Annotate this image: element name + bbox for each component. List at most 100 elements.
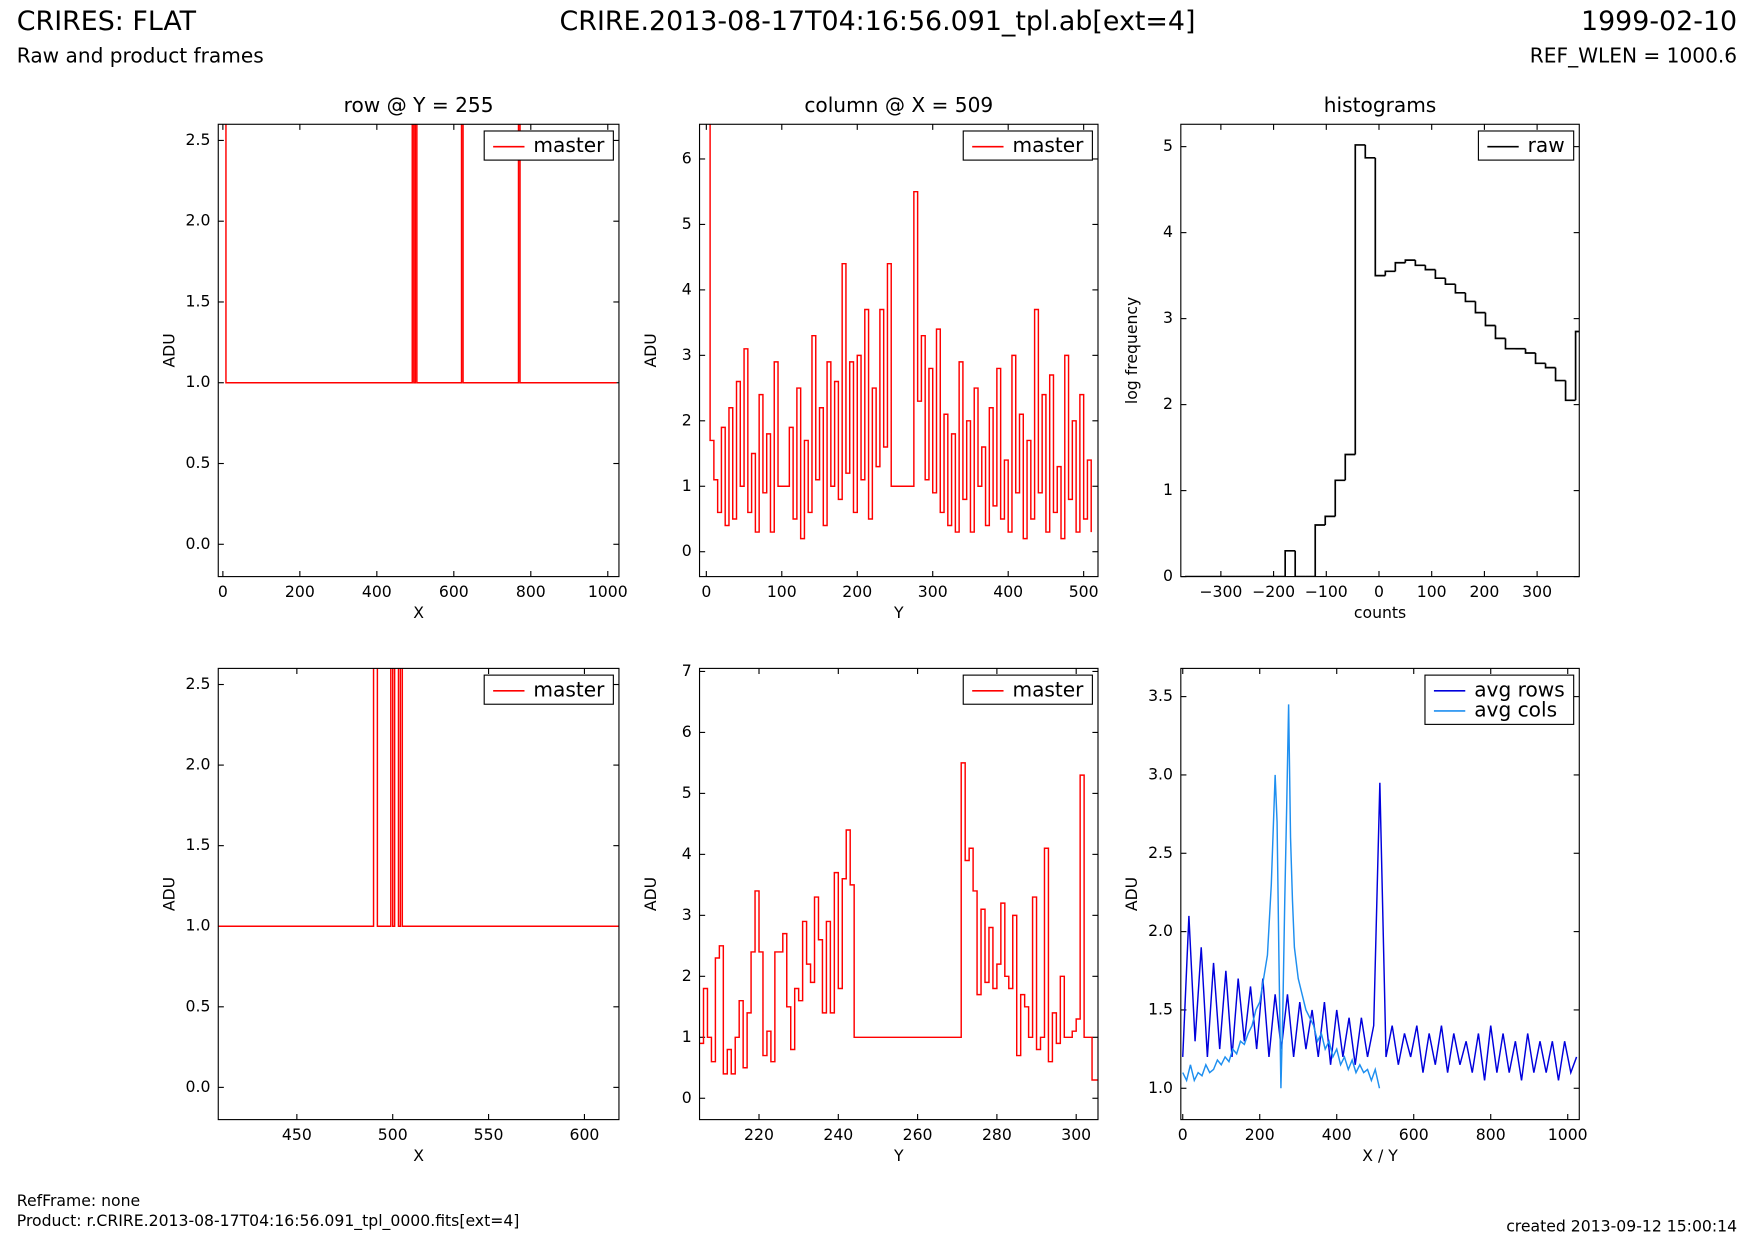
histogram-bin (1494, 325, 1506, 340)
histogram-bin (1394, 261, 1406, 272)
y-tick-label: 0.0 (186, 534, 211, 553)
y-axis-label: ADU (160, 333, 179, 367)
y-tick-label: 0.5 (186, 453, 211, 472)
histogram-bin (1384, 270, 1396, 276)
panel: Y ADU 220 240 260 280 300 0 1 2 3 4 5 6 7 master (641, 661, 1099, 1165)
panel: X / Y ADU 0 200 400 600 800 1000 1.0 1.5 2.0 2.5 3.0… (1122, 667, 1588, 1165)
y-tick-label: 7 (682, 661, 692, 680)
x-tick-label: 0 (701, 582, 711, 601)
panel: row @ Y = 255 X ADU 0 200 400 600 800 1000 0.0 0.5… (160, 93, 628, 622)
y-tick-label: 0 (1163, 566, 1173, 585)
y-tick-label: 3 (1163, 308, 1173, 327)
histogram-bin (1364, 144, 1376, 159)
panel-title: column @ X = 509 (804, 93, 993, 117)
plot-area (1182, 704, 1578, 1089)
x-tick-label: −200 (1252, 582, 1295, 601)
histogram-bin (1314, 524, 1326, 577)
series-line (1182, 782, 1578, 1081)
plot-area (225, 124, 617, 384)
y-tick-label: 2 (1163, 394, 1173, 413)
histogram-bin (1444, 278, 1456, 286)
histogram-bin (1504, 338, 1516, 350)
y-tick-label: 2 (682, 966, 692, 985)
y-axis-label: ADU (160, 877, 179, 911)
legend: raw (1477, 130, 1575, 161)
series-line (225, 124, 617, 384)
y-tick-label: 0.0 (186, 1077, 211, 1096)
y-tick-label: 3 (682, 905, 692, 924)
y-tick-label: 2.0 (1148, 921, 1173, 940)
y-tick-label: 2.5 (186, 130, 211, 149)
x-tick-label: 200 (285, 582, 315, 601)
axes-frame (698, 667, 1099, 1121)
histogram-bin (1324, 515, 1336, 526)
plot-area (1185, 144, 1580, 577)
y-tick-label: 2.0 (186, 755, 211, 774)
panel: column @ X = 509 Y ADU 0 100 200 300 400 500 0 1 2 3… (641, 93, 1099, 622)
plot-area (699, 762, 1098, 1081)
x-tick-label: 220 (744, 1125, 774, 1144)
y-tick-label: 5 (682, 783, 692, 802)
x-tick-label: 600 (569, 1125, 599, 1144)
legend-label: master (533, 133, 605, 157)
legend-box (962, 674, 1093, 705)
axes-frame (217, 667, 620, 1121)
histogram-bin (1404, 259, 1416, 263)
x-tick-label: 100 (767, 582, 797, 601)
x-tick-label: 500 (1069, 582, 1099, 601)
histogram-bin (1294, 550, 1306, 577)
histogram-bin (1424, 265, 1436, 271)
x-tick-label: 600 (1399, 1125, 1429, 1144)
y-tick-label: 5 (1163, 136, 1173, 155)
legend: master (962, 130, 1093, 161)
x-tick-label: 300 (1061, 1125, 1091, 1144)
legend-label: master (1012, 677, 1084, 701)
histogram-bin (1544, 363, 1556, 369)
histogram-bin (1464, 292, 1476, 303)
histogram-bin (1454, 284, 1466, 294)
y-axis-label: ADU (641, 333, 660, 367)
plot-area (218, 668, 619, 927)
legend-label: raw (1528, 133, 1565, 157)
y-tick-label: 4 (682, 844, 692, 863)
x-tick-label: 600 (439, 582, 469, 601)
x-tick-label: 800 (516, 582, 546, 601)
x-tick-label: 500 (378, 1125, 408, 1144)
y-tick-label: 2 (682, 410, 692, 429)
y-tick-label: 2.5 (1148, 843, 1173, 862)
histogram-bin (1564, 380, 1576, 402)
y-tick-label: 1.5 (186, 291, 211, 310)
legend-label: master (533, 677, 605, 701)
x-tick-label: 300 (918, 582, 948, 601)
panel: histograms counts log frequency −300 −200 −10… (1122, 93, 1580, 622)
legend-box (1477, 130, 1575, 161)
axes-frame (1180, 123, 1580, 578)
y-tick-label: 0 (682, 1088, 692, 1107)
x-tick-label: 400 (1322, 1125, 1352, 1144)
y-tick-label: 3.5 (1148, 686, 1173, 705)
y-tick-label: 2.5 (186, 674, 211, 693)
histogram-bin (1484, 312, 1496, 327)
y-tick-label: 1.5 (186, 835, 211, 854)
y-tick-label: 2.0 (186, 211, 211, 230)
legend: master (483, 130, 614, 161)
x-tick-label: 550 (474, 1125, 504, 1144)
series-line (709, 124, 1092, 540)
x-tick-label: 1000 (1548, 1125, 1588, 1144)
legend-box (1424, 674, 1575, 725)
histogram-bin (1434, 269, 1446, 280)
y-tick-label: 1.0 (1148, 1078, 1173, 1097)
date: 1999-02-10 (1581, 6, 1737, 37)
x-tick-label: 400 (362, 582, 392, 601)
y-tick-label: 4 (682, 279, 692, 298)
x-axis-label: Y (893, 1146, 904, 1165)
y-tick-label: 0.5 (186, 996, 211, 1015)
y-tick-label: 1 (1163, 480, 1173, 499)
x-axis-label: X / Y (1362, 1146, 1398, 1165)
legend-box (483, 674, 614, 705)
x-tick-label: 800 (1476, 1125, 1506, 1144)
x-tick-label: 450 (282, 1125, 312, 1144)
ref-frame: RefFrame: none (17, 1191, 140, 1210)
